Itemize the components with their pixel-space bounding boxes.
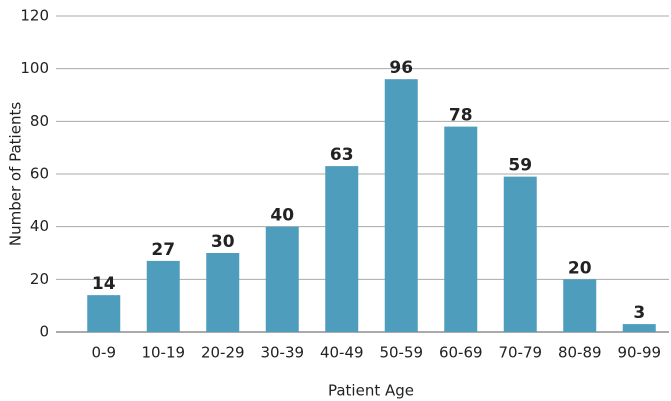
- bar: [622, 324, 656, 332]
- x-tick-label: 50-59: [379, 344, 423, 362]
- bar: [87, 295, 121, 332]
- x-tick-label: 60-69: [439, 344, 483, 362]
- y-tick-label: 80: [30, 112, 49, 130]
- bar: [206, 253, 240, 332]
- value-label: 59: [508, 156, 532, 176]
- value-label: 3: [633, 303, 645, 323]
- bar: [146, 260, 180, 332]
- y-axis-label: Number of Patients: [7, 102, 25, 246]
- x-tick-label: 70-79: [498, 344, 542, 362]
- x-tick-label: 90-99: [617, 344, 661, 362]
- bar: [325, 166, 359, 332]
- value-label: 40: [270, 206, 294, 226]
- value-label: 30: [211, 232, 235, 252]
- bar: [503, 176, 537, 332]
- y-tick-label: 20: [30, 270, 49, 288]
- bar: [563, 279, 597, 332]
- y-tick-label: 120: [20, 7, 49, 25]
- x-tick-label: 20-29: [201, 344, 245, 362]
- x-tick-label: 10-19: [141, 344, 185, 362]
- value-label: 78: [449, 106, 473, 126]
- value-label: 63: [330, 145, 354, 165]
- value-label: 20: [568, 258, 592, 278]
- value-label: 96: [389, 58, 413, 78]
- x-tick-label: 30-39: [260, 344, 304, 362]
- bar: [384, 79, 418, 332]
- y-tick-label: 100: [20, 59, 49, 77]
- x-tick-label: 0-9: [92, 344, 117, 362]
- x-tick-label: 80-89: [558, 344, 602, 362]
- value-label: 27: [151, 240, 175, 260]
- bar: [444, 126, 478, 332]
- y-tick-label: 0: [39, 323, 49, 341]
- y-tick-label: 60: [30, 165, 49, 183]
- x-axis-label: Patient Age: [328, 382, 414, 400]
- x-tick-label: 40-49: [320, 344, 364, 362]
- y-tick-label: 40: [30, 217, 49, 235]
- bar: [265, 226, 299, 332]
- value-label: 14: [92, 274, 116, 294]
